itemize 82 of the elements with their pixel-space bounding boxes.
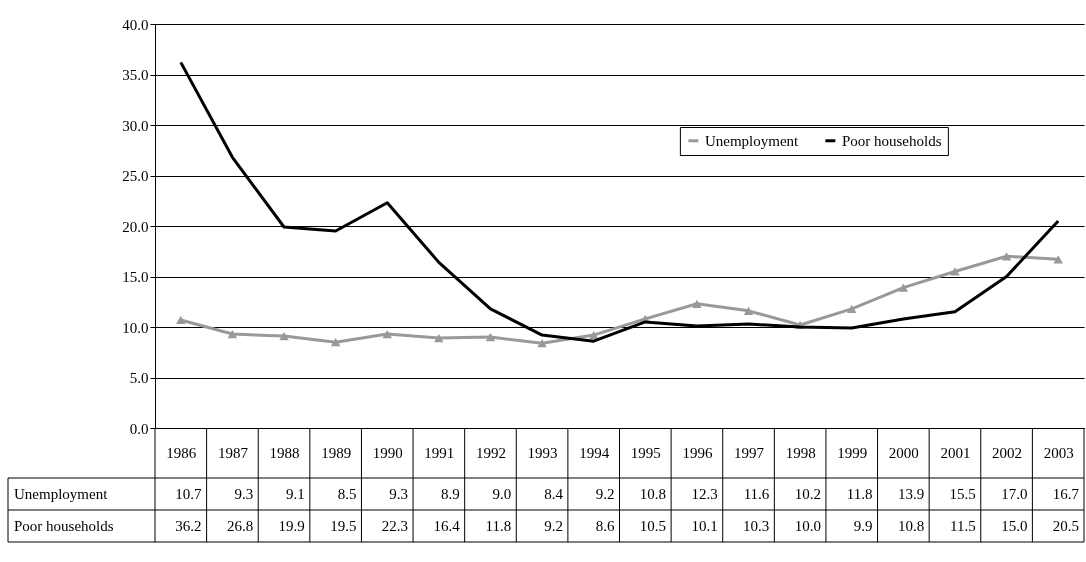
- x-tick-label: 1986: [166, 444, 197, 461]
- y-tick-label: 5.0: [129, 370, 149, 386]
- y-tick-label: 0.0: [129, 420, 149, 437]
- data-label: 9.2: [544, 518, 563, 534]
- data-label: 10.0: [794, 518, 821, 534]
- data-label: 16.4: [433, 518, 461, 534]
- point: [1001, 252, 1012, 261]
- data-label: 10.7: [175, 486, 203, 502]
- data-label: 11.8: [846, 486, 873, 502]
- data-label: 10.8: [639, 486, 667, 502]
- y-tick-label: 20.0: [122, 218, 149, 235]
- text: Unemployment: [14, 486, 108, 502]
- x-tick-label: 1996: [682, 444, 713, 461]
- data-label: 9.0: [492, 486, 512, 502]
- y-tick-label: 15.0: [122, 269, 149, 285]
- data-label: 9.3: [234, 486, 254, 502]
- data-label: 15.0: [1001, 518, 1028, 534]
- data-label: 17.0: [1001, 486, 1028, 502]
- data-label: 19.5: [330, 518, 357, 534]
- legend-label: Poor households: [841, 132, 942, 149]
- point: [847, 304, 857, 313]
- x-tick-label: 1997: [734, 444, 765, 461]
- data-label: 8.9: [440, 486, 460, 502]
- point: [485, 332, 496, 342]
- data-label: 9.3: [389, 486, 409, 502]
- point: [176, 315, 186, 325]
- data-label: 13.9: [897, 486, 925, 502]
- data-label: 19.9: [278, 518, 305, 534]
- data-label: 11.6: [743, 486, 770, 502]
- data-label: 11.8: [485, 518, 512, 534]
- x-tick-label: 1994: [579, 444, 610, 461]
- data-label: 9.2: [595, 486, 615, 502]
- point: [279, 331, 289, 341]
- point: [588, 330, 599, 340]
- x-tick-label: 1989: [321, 444, 352, 461]
- y-tick-label: 35.0: [122, 67, 149, 83]
- data-label: 26.8: [226, 518, 254, 534]
- data-label: 16.7: [1052, 486, 1080, 502]
- data-label: 12.3: [691, 486, 718, 502]
- data-label: 10.1: [691, 518, 718, 534]
- data-label: 10.5: [639, 518, 667, 534]
- point: [227, 329, 238, 339]
- point: [537, 339, 547, 348]
- y-tick-label: 10.0: [122, 319, 149, 336]
- point: [434, 334, 444, 343]
- legend-label: Unemployment: [704, 132, 800, 149]
- point: [382, 329, 392, 339]
- text: Poor households: [14, 518, 114, 534]
- x-tick-label: 2000: [888, 444, 919, 461]
- point: [898, 283, 909, 292]
- data-label: 11.5: [950, 518, 976, 534]
- y-tick-label: 40.0: [122, 16, 149, 33]
- y-tick-label: 25.0: [122, 168, 149, 184]
- data-label: 10.3: [743, 518, 770, 534]
- data-label: 10.2: [794, 486, 821, 502]
- data-label: 8.4: [544, 486, 564, 502]
- data-label: 10.8: [897, 518, 925, 534]
- x-tick-label: 1992: [475, 444, 506, 461]
- x-tick-label: 1987: [217, 444, 249, 461]
- data-label: 22.3: [381, 518, 409, 534]
- data-label: 8.6: [595, 518, 615, 534]
- x-tick-label: 1995: [630, 444, 661, 461]
- data-label: 8.5: [337, 486, 357, 502]
- x-tick-label: 1998: [785, 444, 816, 461]
- x-tick-label: 1990: [372, 444, 403, 461]
- x-tick-label: 2001: [940, 444, 971, 461]
- x-tick-label: 2003: [1043, 444, 1074, 461]
- data-label: 9.9: [853, 518, 873, 534]
- x-tick-label: 1999: [837, 444, 868, 461]
- y-tick-label: 30.0: [122, 117, 149, 134]
- data-label: 15.5: [949, 486, 976, 502]
- data-label: 9.1: [286, 486, 305, 502]
- x-tick-label: 1993: [527, 444, 558, 461]
- point: [692, 299, 702, 308]
- point: [743, 306, 754, 315]
- point: [950, 267, 960, 276]
- data-label: 20.5: [1052, 518, 1079, 534]
- x-tick-label: 1988: [269, 444, 300, 461]
- point: [330, 338, 341, 347]
- x-tick-label: 2002: [992, 444, 1023, 461]
- x-tick-label: 1991: [424, 444, 455, 461]
- data-label: 36.2: [175, 518, 202, 534]
